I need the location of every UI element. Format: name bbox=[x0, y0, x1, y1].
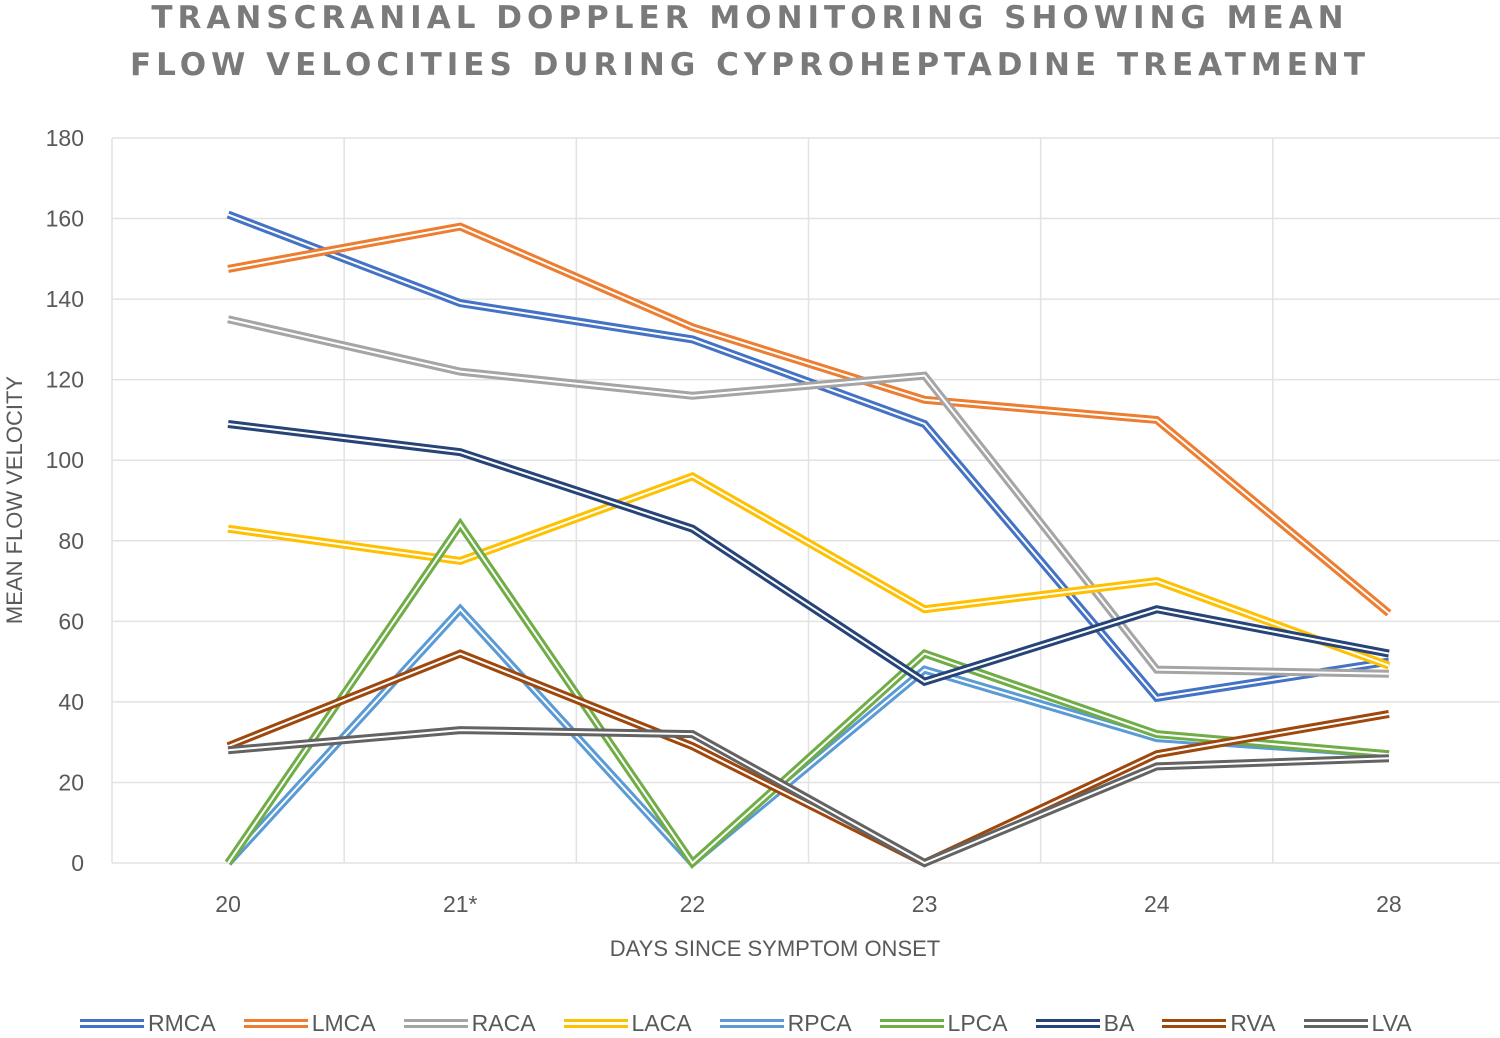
legend-item-rva: RVA bbox=[1162, 1009, 1276, 1037]
y-tick-label: 140 bbox=[46, 286, 84, 312]
legend-label: LPCA bbox=[947, 1009, 1008, 1036]
legend-label: LACA bbox=[631, 1009, 692, 1036]
legend-label: RMCA bbox=[148, 1009, 216, 1036]
legend-swatch bbox=[719, 1017, 784, 1029]
legend-label: LMCA bbox=[311, 1009, 376, 1036]
y-tick-label: 100 bbox=[46, 447, 84, 473]
y-axis-title: MEAN FLOW VELOCITY bbox=[2, 376, 27, 624]
y-tick-label: 80 bbox=[58, 528, 84, 554]
legend-label: RPCA bbox=[787, 1009, 852, 1036]
legend-item-rmca: RMCA bbox=[80, 1010, 216, 1037]
series-rva bbox=[226, 649, 1390, 868]
series-raca bbox=[227, 315, 1389, 678]
series-line-inner bbox=[227, 422, 1390, 683]
series-line-inner bbox=[227, 652, 1390, 865]
y-tick-label: 0 bbox=[71, 850, 84, 876]
y-tick-label: 180 bbox=[46, 125, 84, 151]
line-chart: 0 20 40 60 80 100 120 140 160 180 20 21* 22 23 24 28 D… bbox=[2, 125, 1500, 961]
x-axis-ticks: 20 21* 22 23 24 28 bbox=[215, 891, 1401, 917]
series-lmca bbox=[227, 222, 1392, 617]
series-line-inner bbox=[227, 522, 1390, 865]
y-tick-label: 60 bbox=[58, 608, 84, 634]
legend-item-raca: RACA bbox=[403, 1009, 536, 1037]
series-rmca bbox=[226, 210, 1390, 703]
x-tick-label: 20 bbox=[215, 891, 241, 917]
series-lva bbox=[227, 726, 1390, 868]
legend-swatch bbox=[879, 1017, 944, 1029]
series-line-inner bbox=[227, 225, 1390, 615]
x-tick-label: 28 bbox=[1376, 891, 1402, 917]
chart-title-line-2: FLOW VELOCITIES DURING CYPROHEPTADINE TR… bbox=[129, 47, 1371, 83]
legend-swatch bbox=[80, 1017, 144, 1029]
x-tick-label: 24 bbox=[1144, 891, 1170, 917]
legend-swatch bbox=[243, 1017, 308, 1029]
legend-item-ba: BA bbox=[1035, 1009, 1135, 1037]
legend-item-rpca: RPCA bbox=[719, 1009, 852, 1037]
legend-label: RVA bbox=[1230, 1009, 1276, 1036]
legend-item-laca: LACA bbox=[563, 1009, 692, 1037]
series-line-inner bbox=[227, 213, 1390, 699]
x-tick-label: 21* bbox=[443, 891, 478, 917]
legend-item-lmca: LMCA bbox=[243, 1009, 376, 1037]
legend-swatch bbox=[563, 1017, 628, 1029]
y-tick-label: 40 bbox=[58, 689, 84, 715]
series-line-inner bbox=[227, 729, 1389, 865]
legend-item-lpca: LPCA bbox=[879, 1009, 1008, 1037]
legend-label: BA bbox=[1103, 1009, 1135, 1036]
x-tick-label: 23 bbox=[912, 891, 938, 917]
legend-swatch bbox=[1303, 1017, 1368, 1029]
series-lines bbox=[224, 210, 1392, 870]
series-line-inner bbox=[227, 318, 1389, 675]
legend-swatch bbox=[1035, 1017, 1100, 1029]
x-axis-title: DAYS SINCE SYMPTOM ONSET bbox=[610, 936, 940, 961]
x-tick-label: 22 bbox=[680, 891, 706, 917]
series-line-inner bbox=[227, 475, 1390, 667]
y-tick-label: 20 bbox=[58, 769, 84, 795]
y-tick-label: 160 bbox=[46, 206, 84, 232]
y-tick-label: 120 bbox=[46, 367, 84, 393]
legend-swatch bbox=[403, 1017, 468, 1029]
chart-legend: RMCA LMCA RACA LACA RPCA LPCA BA RVA LVA bbox=[80, 1008, 1500, 1038]
legend-item-lva: LVA bbox=[1303, 1009, 1412, 1037]
chart-title-line-1: TRANSCRANIAL DOPPLER MONITORING SHOWING … bbox=[151, 0, 1349, 36]
legend-label: RACA bbox=[471, 1009, 536, 1036]
series-laca bbox=[227, 471, 1391, 670]
series-lpca bbox=[224, 517, 1390, 870]
series-ba bbox=[227, 420, 1390, 687]
legend-label: LVA bbox=[1371, 1009, 1412, 1036]
y-axis-ticks: 0 20 40 60 80 100 120 140 160 180 bbox=[46, 125, 84, 876]
legend-swatch bbox=[1162, 1017, 1227, 1029]
